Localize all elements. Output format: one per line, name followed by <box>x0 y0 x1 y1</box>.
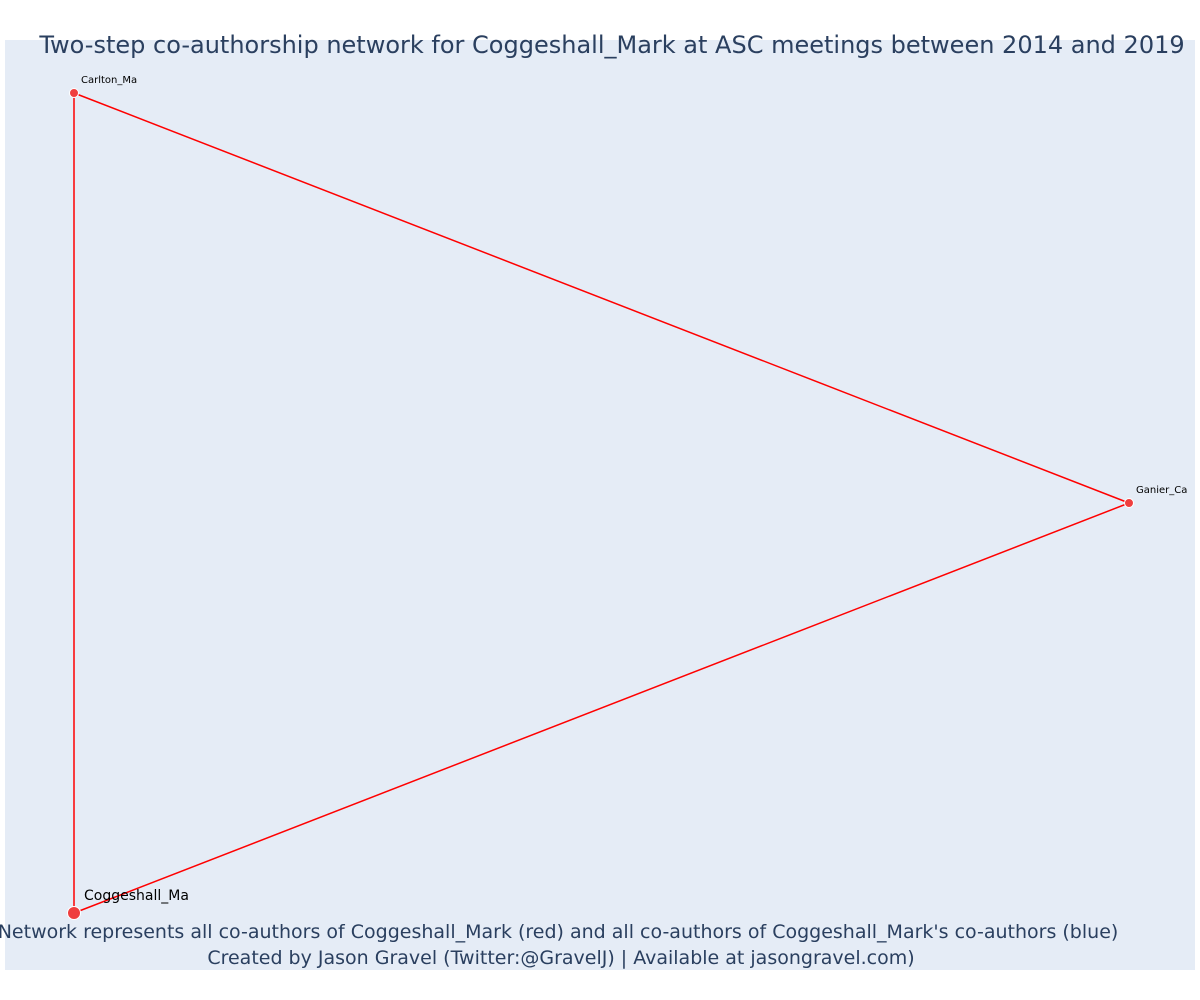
caption-line-2: Created by Jason Gravel (Twitter:@Gravel… <box>207 947 914 969</box>
node-label-carlton: Carlton_Ma <box>81 75 137 86</box>
plot-area <box>5 40 1195 970</box>
node-labels-layer: Carlton_Ma Ganier_Ca Coggeshall_Ma <box>81 75 1187 904</box>
nodes-layer <box>67 88 1134 920</box>
edge-carlton-ganier <box>73 92 1130 504</box>
node-ganier[interactable] <box>1124 498 1134 508</box>
node-label-ganier: Ganier_Ca <box>1136 485 1187 496</box>
edges-layer <box>73 92 1130 914</box>
node-carlton[interactable] <box>69 88 79 98</box>
edge-ganier-coggeshall <box>73 502 1130 914</box>
node-coggeshall[interactable] <box>67 906 81 920</box>
chart-title: Two-step co-authorship network for Cogge… <box>38 31 1184 59</box>
node-label-coggeshall: Coggeshall_Ma <box>84 888 189 904</box>
caption-line-1: Network represents all co-authors of Cog… <box>0 921 1118 943</box>
